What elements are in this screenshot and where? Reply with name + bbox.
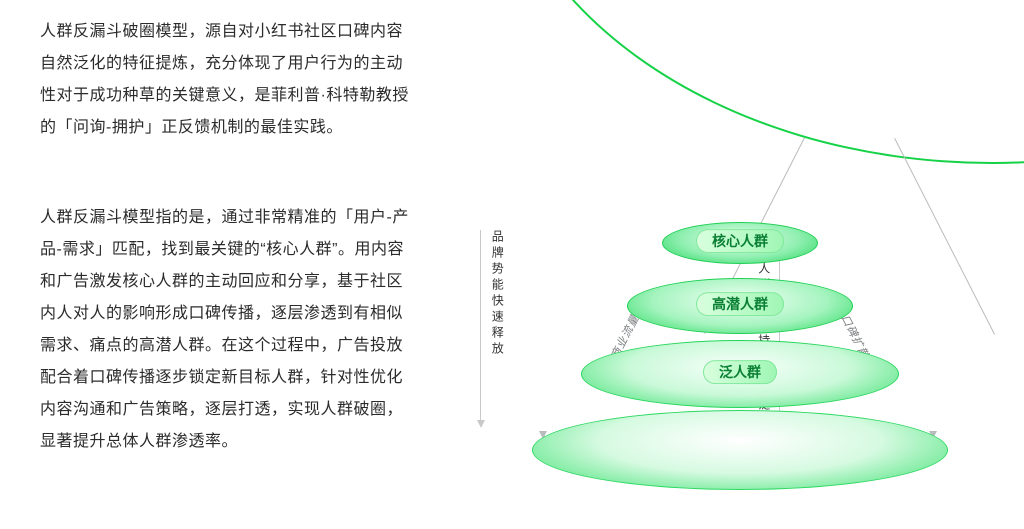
chevron-down-icon [477,420,485,428]
tier-label-2: 高潜人群 [696,292,784,316]
funnel-tier-3: 泛人群 [581,340,899,408]
page-root: 人群反漏斗破圈模型，源自对小红书社区口碑内容自然泛化的特征提炼，充分体现了用户行… [0,0,1024,529]
body-copy: 人群反漏斗破圈模型，源自对小红书社区口碑内容自然泛化的特征提炼，充分体现了用户行… [40,16,418,458]
paragraph-2: 人群反漏斗模型指的是，通过非常精准的「用户-产品-需求」匹配，找到最关键的“核心… [40,202,418,458]
paragraph-1: 人群反漏斗破圈模型，源自对小红书社区口碑内容自然泛化的特征提炼，充分体现了用户行… [40,16,418,144]
funnel-tier-2: 高潜人群 [627,278,853,334]
tier-label-1: 核心人群 [696,229,784,253]
side-label-left: 品牌势能快速释放 [474,230,641,428]
funnel-tier-4 [532,410,948,490]
side-label-left-text: 品牌势能快速释放 [487,230,506,358]
funnel-diagram: 品牌势能快速释放 核心人群打透·持续破圈泛化 商业流量助推 自然口碑扩散 泛人群… [470,200,1010,520]
tier-label-3: 泛人群 [703,360,777,384]
decorative-arc [490,0,1024,164]
funnel-tier-1: 核心人群 [662,222,818,264]
